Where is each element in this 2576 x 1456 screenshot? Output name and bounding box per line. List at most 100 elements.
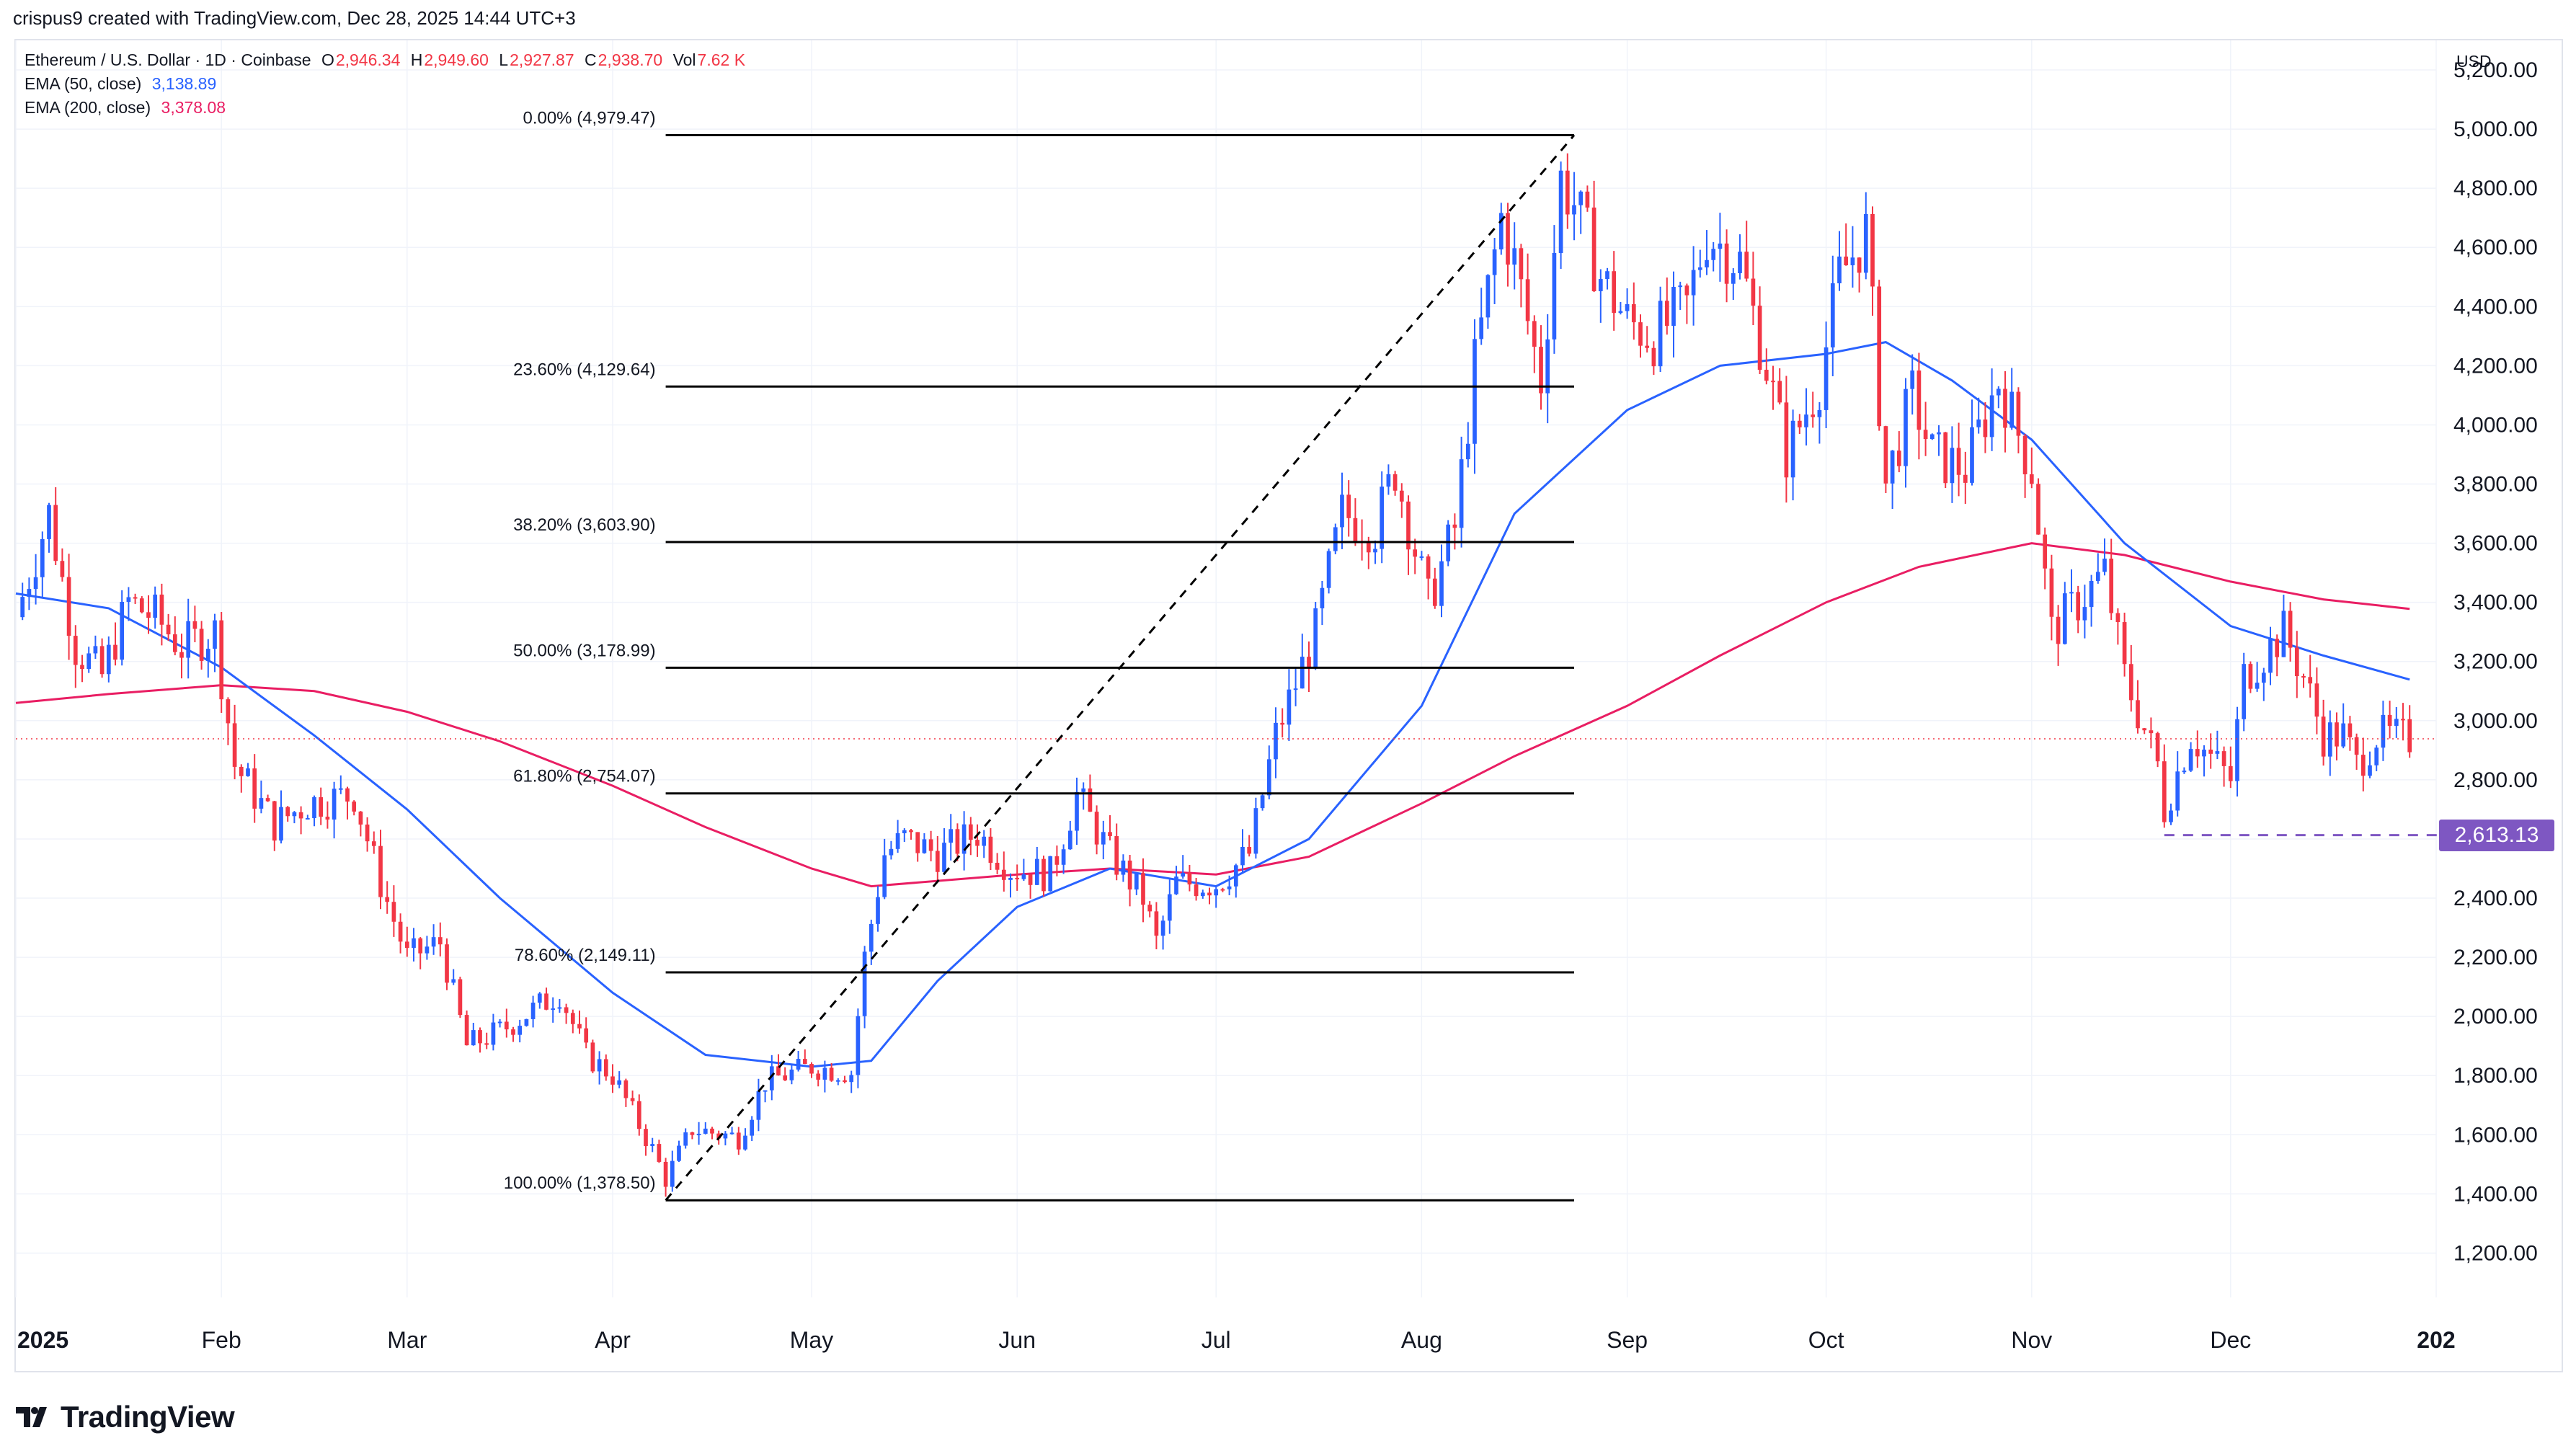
- candle-body: [2003, 389, 2007, 428]
- candle-body: [1141, 873, 1145, 905]
- candle-body: [352, 802, 357, 812]
- candle-body: [1492, 249, 1497, 275]
- candle-body: [1094, 812, 1099, 845]
- tradingview-logo[interactable]: TradingView: [16, 1400, 235, 1434]
- candle-body: [1532, 321, 1537, 347]
- candle-body: [995, 862, 1000, 870]
- currency-label[interactable]: USD: [2456, 52, 2492, 71]
- candle-body: [1274, 722, 1278, 760]
- candle-body: [1233, 865, 1238, 887]
- candle-body: [511, 1029, 515, 1035]
- candle-body: [1777, 381, 1782, 403]
- candle-body: [159, 594, 164, 625]
- candle-body: [365, 824, 370, 842]
- candle-body: [829, 1067, 834, 1081]
- candle-body: [670, 1160, 675, 1187]
- fib-level-label: 50.00% (3,178.99): [513, 641, 655, 660]
- price-tick-label: 5,200.00: [2453, 58, 2538, 82]
- candle-body: [1399, 490, 1404, 502]
- candle-body: [835, 1080, 840, 1082]
- candle-body: [431, 937, 436, 947]
- candle-body: [2043, 534, 2048, 569]
- candle-body: [139, 598, 144, 613]
- candle-body: [239, 766, 244, 776]
- candle-body: [1214, 889, 1219, 896]
- candle-body: [47, 505, 51, 539]
- candle-body: [213, 620, 217, 649]
- candle-body: [484, 1043, 489, 1045]
- price-tick-label: 4,600.00: [2453, 236, 2538, 259]
- candle-body: [1121, 860, 1126, 875]
- candle-body: [982, 836, 987, 846]
- candle-body: [1048, 856, 1053, 892]
- candle-body: [524, 1018, 529, 1026]
- candle-body: [551, 1008, 556, 1011]
- candle-body: [1751, 278, 1756, 306]
- candle-body: [597, 1059, 602, 1072]
- candle-body: [199, 629, 204, 661]
- candle-body: [1340, 494, 1344, 528]
- candle-body: [1697, 267, 1702, 270]
- candle-body: [1386, 474, 1391, 487]
- time-tick-label: Apr: [595, 1327, 631, 1353]
- candle-body: [2394, 719, 2399, 727]
- price-tick-label: 3,600.00: [2453, 532, 2538, 556]
- candle-body: [2115, 613, 2120, 623]
- candle-body: [1923, 430, 1928, 440]
- legend-high-value: 2,949.60: [424, 50, 489, 69]
- candle-body: [345, 788, 350, 802]
- candle-body: [1896, 450, 1901, 466]
- legend-volume-value: 7.62 K: [697, 50, 746, 69]
- candle-body: [2062, 593, 2067, 644]
- candle-body: [570, 1013, 575, 1024]
- candle-body: [205, 649, 210, 661]
- candle-body: [1101, 832, 1106, 845]
- candle-body: [1731, 273, 1736, 284]
- candle-body: [949, 829, 954, 843]
- candle-body: [1220, 889, 1225, 891]
- candle-body: [179, 652, 184, 658]
- candle-body: [27, 589, 32, 598]
- legend-ema200-row[interactable]: EMA (200, close) 3,378.08: [25, 98, 231, 117]
- candle-body: [2029, 474, 2034, 484]
- candle-body: [915, 832, 920, 853]
- candle-body: [153, 594, 158, 618]
- candle-body: [862, 951, 867, 1016]
- legend-ema50-row[interactable]: EMA (50, close) 3,138.89: [25, 74, 222, 94]
- price-tick-label: 3,400.00: [2453, 591, 2538, 615]
- candle-body: [723, 1133, 728, 1139]
- candle-body: [2327, 722, 2332, 757]
- price-tick-label: 2,000.00: [2453, 1005, 2538, 1029]
- candle-body: [2221, 751, 2226, 766]
- candle-body: [298, 812, 303, 819]
- time-tick-label: 202: [2417, 1327, 2455, 1353]
- candle-body: [93, 646, 98, 654]
- candle-body: [1227, 886, 1232, 889]
- price-tick-label: 3,200.00: [2453, 650, 2538, 674]
- candle-body: [66, 577, 71, 636]
- candle-body: [1067, 830, 1072, 850]
- candle-body: [1545, 339, 1550, 394]
- candle-body: [617, 1080, 622, 1085]
- candle-body: [80, 665, 84, 670]
- price-tick-label: 3,000.00: [2453, 709, 2538, 733]
- candle-body: [2255, 683, 2260, 689]
- candle-body: [822, 1067, 827, 1080]
- candle-body: [882, 855, 887, 897]
- candle-body: [2082, 607, 2087, 621]
- candle-body: [1001, 869, 1006, 880]
- fib-level-label: 100.00% (1,378.50): [504, 1173, 656, 1193]
- candle-body: [2228, 765, 2233, 781]
- candle-body: [1890, 450, 1895, 484]
- candle-body: [20, 597, 25, 618]
- candle-body: [2248, 664, 2253, 689]
- candle-body: [690, 1132, 695, 1135]
- candle-body: [663, 1161, 668, 1187]
- candle-body: [769, 1066, 774, 1091]
- candle-body: [518, 1026, 523, 1035]
- candle-body: [1857, 257, 1862, 273]
- candle-body: [1989, 395, 1994, 438]
- candle-body: [219, 620, 224, 700]
- price-tick-label: 4,200.00: [2453, 354, 2538, 378]
